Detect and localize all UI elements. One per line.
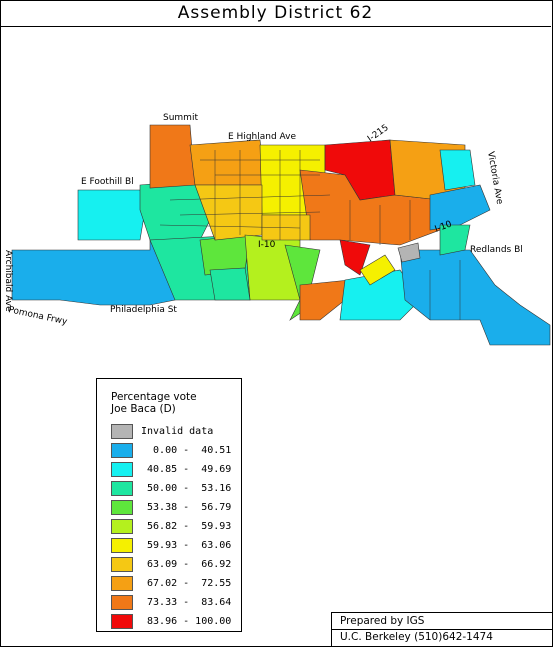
legend-swatch [111, 499, 133, 515]
legend-label: 59.93 - 63.06 [141, 539, 232, 551]
road-label-archibald: Archibald Ave [3, 250, 13, 312]
legend-item: 53.38 - 56.79 [111, 499, 231, 515]
precinct-summit-orange [149, 124, 196, 189]
map-title: Assembly District 62 [0, 0, 551, 27]
precinct-yellow-wedge [359, 254, 396, 286]
road-label-redlands: Redlands Bl [470, 245, 523, 255]
legend-swatch [111, 537, 133, 553]
precinct-east-blue [399, 249, 551, 346]
legend-label: 63.09 - 66.92 [141, 558, 232, 570]
road-label-victoria: Victoria Ave [485, 151, 504, 206]
legend-label: 53.38 - 56.79 [141, 501, 232, 513]
legend-item: 63.09 - 66.92 [111, 556, 231, 572]
district-map: Summit E Highland Ave I-215 Victoria Ave… [3, 113, 551, 346]
legend-item: 73.33 - 83.64 [111, 594, 231, 610]
legend: Percentage vote Joe Baca (D) Invalid dat… [96, 378, 242, 632]
precinct-west-blue [11, 239, 176, 306]
legend-label: Invalid data [141, 425, 214, 437]
legend-swatch [111, 423, 133, 439]
legend-item: 83.96 - 100.00 [111, 613, 231, 629]
legend-swatch [111, 442, 133, 458]
legend-title-line1: Percentage vote [111, 391, 197, 403]
precinct-gray [397, 242, 421, 263]
legend-swatch [111, 613, 133, 629]
road-label-i10: I-10 [258, 240, 276, 250]
legend-title: Percentage vote Joe Baca (D) [111, 391, 239, 415]
legend-item: 67.02 - 72.55 [111, 575, 231, 591]
precinct-mid-green [284, 244, 321, 321]
legend-item: 56.82 - 59.93 [111, 518, 231, 534]
road-label-summit: Summit [163, 113, 198, 123]
road-label-philadelphia: Philadelphia St [110, 305, 177, 315]
legend-label: 0.00 - 40.51 [141, 444, 232, 456]
precinct-red-south [339, 239, 371, 276]
credit-box: Prepared by IGS U.C. Berkeley (510)642-1… [331, 612, 553, 647]
precinct-east-green [439, 224, 471, 256]
precincts [11, 124, 551, 346]
legend-label: 83.96 - 100.00 [141, 615, 232, 627]
precinct-mid-green2 [209, 267, 251, 301]
legend-swatch [111, 594, 133, 610]
precinct-mid-gold [194, 184, 263, 241]
legend-swatch [111, 480, 133, 496]
legend-label: 67.02 - 72.55 [141, 577, 232, 589]
legend-label: 56.82 - 59.93 [141, 520, 232, 532]
precinct-west-cyan [77, 189, 146, 241]
legend-item: 50.00 - 53.16 [111, 480, 231, 496]
legend-swatch [111, 575, 133, 591]
credit-prepared-by: Prepared by IGS [340, 615, 425, 627]
road-label-pomona: Pomona Frwy [7, 305, 68, 327]
legend-label: 73.33 - 83.64 [141, 596, 232, 608]
legend-label: 50.00 - 53.16 [141, 482, 232, 494]
credit-divider [332, 629, 552, 630]
legend-swatch [111, 556, 133, 572]
precinct-south-orange [299, 279, 351, 321]
precinct-north-orange [189, 139, 266, 186]
credit-contact: U.C. Berkeley (510)642-1474 [340, 631, 493, 643]
road-label-highland: E Highland Ave [228, 132, 296, 142]
legend-title-line2: Joe Baca (D) [111, 403, 176, 415]
legend-swatch [111, 461, 133, 477]
legend-item: 40.85 - 49.69 [111, 461, 231, 477]
precinct-ne-blue [429, 184, 491, 231]
road-label-foothill: E Foothill Bl [81, 177, 134, 187]
legend-swatch [111, 518, 133, 534]
legend-item: 59.93 - 63.06 [111, 537, 231, 553]
precinct-boundaries [159, 150, 461, 320]
legend-item: 0.00 - 40.51 [111, 442, 231, 458]
legend-item: Invalid data [111, 423, 213, 439]
precinct-east-cyan [439, 149, 476, 191]
legend-label: 40.85 - 49.69 [141, 463, 232, 475]
